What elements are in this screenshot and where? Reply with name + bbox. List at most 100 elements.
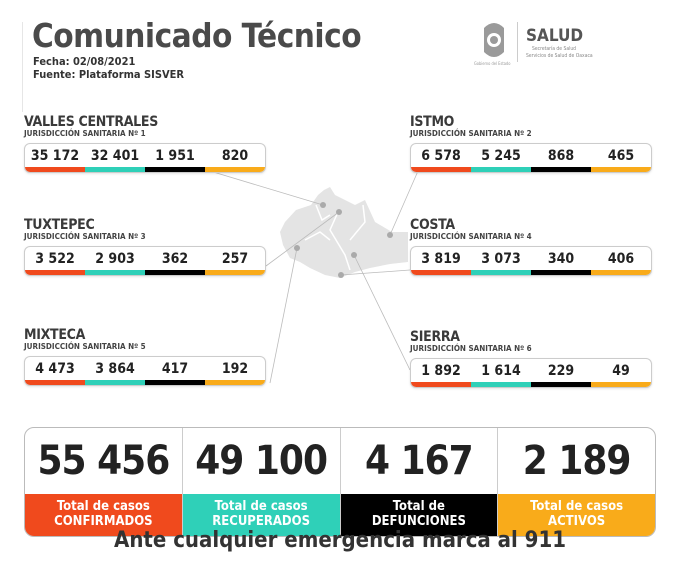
stat-color-bar bbox=[25, 380, 85, 385]
total-value: 55 456 bbox=[37, 438, 171, 484]
salud-logo: Gobierno del Estado SALUD Secretaría de … bbox=[474, 18, 594, 68]
total-label: RECUPERADOS bbox=[212, 514, 311, 529]
region-card: VALLES CENTRALES JURISDICCIÓN SANITARIA … bbox=[24, 115, 266, 173]
stat-value: 362 bbox=[161, 250, 189, 267]
region-jurisdiction: JURISDICCIÓN SANITARIA Nº 5 bbox=[24, 342, 146, 351]
stat-cell: 4 473 bbox=[25, 357, 85, 385]
stat-value: 868 bbox=[547, 147, 575, 164]
totals-panel: 55 456 Total de casos CONFIRMADOS 49 100 To… bbox=[24, 427, 656, 537]
region-name: MIXTECA bbox=[24, 327, 86, 343]
stat-cell: 3 864 bbox=[85, 357, 145, 385]
stat-cell: 6 578 bbox=[411, 144, 471, 172]
stat-value: 6 578 bbox=[421, 147, 461, 164]
stat-value: 465 bbox=[607, 147, 635, 164]
region-stats: 1 892 1 614 229 49 bbox=[410, 358, 652, 388]
stat-cell: 1 951 bbox=[145, 144, 205, 172]
stat-cell: 3 522 bbox=[25, 247, 85, 275]
stat-color-bar bbox=[471, 167, 531, 172]
total-label: ACTIVOS bbox=[548, 514, 606, 529]
stat-cell: 49 bbox=[591, 359, 651, 387]
stat-color-bar bbox=[591, 167, 651, 172]
state-seal-icon bbox=[484, 23, 504, 57]
stat-value: 5 245 bbox=[481, 147, 521, 164]
stat-cell: 2 903 bbox=[85, 247, 145, 275]
stat-cell: 32 401 bbox=[85, 144, 145, 172]
stat-color-bar bbox=[85, 270, 145, 275]
region-stats: 3 522 2 903 362 257 bbox=[24, 246, 266, 276]
total-activos: 2 189 Total de casos ACTIVOS bbox=[498, 428, 655, 536]
stat-cell: 340 bbox=[531, 247, 591, 275]
stat-cell: 3 819 bbox=[411, 247, 471, 275]
stat-color-bar bbox=[411, 270, 471, 275]
stat-value: 1 614 bbox=[481, 362, 521, 379]
total-defunciones: 4 167 Total de DEFUNCIONES bbox=[340, 428, 499, 536]
stat-cell: 820 bbox=[205, 144, 265, 172]
stat-color-bar bbox=[411, 167, 471, 172]
stat-cell: 3 073 bbox=[471, 247, 531, 275]
stat-value: 257 bbox=[221, 250, 249, 267]
stat-color-bar bbox=[145, 167, 205, 172]
stat-value: 4 473 bbox=[35, 360, 75, 377]
stat-color-bar bbox=[145, 380, 205, 385]
region-stats: 4 473 3 864 417 192 bbox=[24, 356, 266, 386]
stat-value: 406 bbox=[607, 250, 635, 267]
stat-cell: 1 614 bbox=[471, 359, 531, 387]
emergency-footer: Ante cualquier emergencia marca al 911 bbox=[114, 528, 566, 553]
stat-color-bar bbox=[205, 380, 265, 385]
stat-cell: 229 bbox=[531, 359, 591, 387]
stat-value: 3 819 bbox=[421, 250, 461, 267]
stat-value: 49 bbox=[612, 362, 630, 379]
stat-color-bar bbox=[145, 270, 205, 275]
stat-color-bar bbox=[591, 382, 651, 387]
stat-value: 340 bbox=[547, 250, 575, 267]
page-title: Comunicado Técnico bbox=[32, 16, 362, 55]
region-name: SIERRA bbox=[410, 329, 460, 345]
oaxaca-map bbox=[209, 170, 419, 384]
stat-color-bar bbox=[85, 380, 145, 385]
stat-value: 32 401 bbox=[90, 147, 140, 164]
total-value: 4 167 bbox=[365, 438, 474, 484]
stat-color-bar bbox=[471, 382, 531, 387]
region-card: ISTMO JURISDICCIÓN SANITARIA Nº 2 6 578 5 … bbox=[410, 115, 652, 173]
region-name: COSTA bbox=[410, 217, 455, 233]
region-stats: 3 819 3 073 340 406 bbox=[410, 246, 652, 276]
gov-label: Gobierno del Estado bbox=[474, 61, 511, 66]
region-name: ISTMO bbox=[410, 114, 455, 130]
stat-cell: 362 bbox=[145, 247, 205, 275]
total-confirmados: 55 456 Total de casos CONFIRMADOS bbox=[25, 428, 183, 536]
stat-value: 820 bbox=[221, 147, 249, 164]
stat-cell: 465 bbox=[591, 144, 651, 172]
region-name: VALLES CENTRALES bbox=[24, 114, 158, 130]
stat-value: 3 073 bbox=[481, 250, 521, 267]
total-recuperados: 49 100 Total de casos RECUPERADOS bbox=[182, 428, 341, 536]
stat-color-bar bbox=[591, 270, 651, 275]
stat-value: 35 172 bbox=[30, 147, 80, 164]
total-label: Total de casos bbox=[56, 499, 150, 514]
stat-value: 3 522 bbox=[35, 250, 75, 267]
total-label: CONFIRMADOS bbox=[54, 514, 153, 529]
stat-cell: 35 172 bbox=[25, 144, 85, 172]
total-label: Total de bbox=[392, 499, 445, 514]
stat-cell: 192 bbox=[205, 357, 265, 385]
stat-color-bar bbox=[205, 167, 265, 172]
stat-cell: 5 245 bbox=[471, 144, 531, 172]
stat-value: 2 903 bbox=[95, 250, 135, 267]
total-value: 49 100 bbox=[195, 438, 328, 484]
divider bbox=[22, 22, 23, 112]
total-label: Total de casos bbox=[214, 499, 308, 514]
stat-cell: 1 892 bbox=[411, 359, 471, 387]
stat-value: 417 bbox=[161, 360, 189, 377]
stat-color-bar bbox=[531, 382, 591, 387]
region-jurisdiction: JURISDICCIÓN SANITARIA Nº 4 bbox=[410, 232, 532, 241]
stat-value: 1 951 bbox=[155, 147, 195, 164]
report-source: Fuente: Plataforma SISVER bbox=[33, 68, 184, 81]
region-stats: 6 578 5 245 868 465 bbox=[410, 143, 652, 173]
region-stats: 35 172 32 401 1 951 820 bbox=[24, 143, 266, 173]
stat-value: 3 864 bbox=[95, 360, 135, 377]
stat-color-bar bbox=[531, 270, 591, 275]
brand-line2: Servicios de Salud de Oaxaca bbox=[526, 53, 593, 59]
stat-color-bar bbox=[25, 167, 85, 172]
region-name: TUXTEPEC bbox=[24, 217, 95, 233]
